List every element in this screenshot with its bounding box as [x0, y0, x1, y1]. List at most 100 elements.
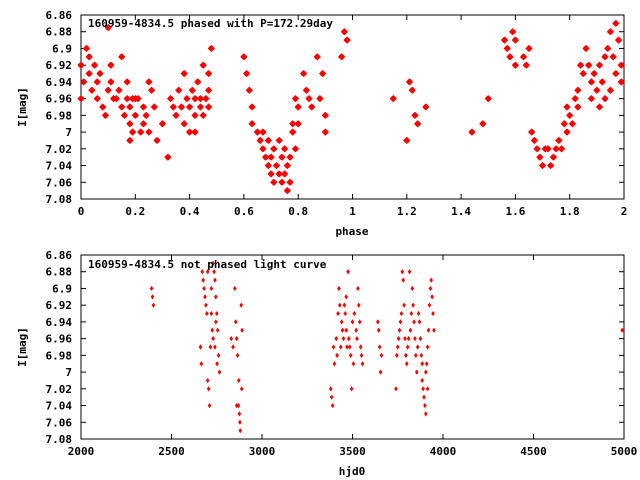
phased-data-point [118, 103, 126, 111]
phased-y-tick-label: 7.06 [46, 176, 73, 189]
raw-data-point [338, 302, 342, 308]
phased-data-point [566, 111, 574, 119]
phased-data-point [598, 78, 606, 86]
raw-data-point [420, 361, 425, 367]
phased-data-point [468, 128, 476, 136]
phased-data-point [343, 36, 351, 44]
raw-data-point [379, 352, 384, 358]
phased-data-point [139, 103, 148, 111]
phased-data-point [509, 28, 517, 36]
raw-data-point [149, 285, 154, 292]
phased-data-point [264, 161, 272, 170]
phased-data-point [123, 78, 131, 86]
phased-data-point [259, 128, 267, 136]
raw-data-point [414, 369, 419, 375]
phased-data-point [275, 170, 283, 178]
phased-data-point [253, 128, 262, 136]
phased-data-point [107, 78, 115, 86]
phased-data-point [264, 136, 272, 145]
phased-data-point [289, 128, 297, 136]
raw-data-point [329, 394, 334, 400]
phased-data-point [582, 44, 590, 53]
phased-y-tick-label: 7.02 [46, 143, 73, 156]
raw-y-tick-label: 6.92 [46, 299, 73, 312]
phased-data-point [405, 78, 414, 86]
phased-data-point [180, 69, 188, 78]
phased-y-tick-label: 6.92 [46, 59, 73, 72]
raw-data-point [396, 336, 401, 342]
phased-data-point [571, 95, 579, 103]
raw-y-tick-label: 7.04 [46, 400, 73, 413]
raw-data-point [334, 336, 339, 342]
phased-data-point [134, 95, 142, 103]
raw-data-point [355, 336, 359, 342]
raw-data-point [350, 319, 355, 325]
phased-data-point [243, 69, 251, 78]
phased-data-points [77, 19, 625, 195]
raw-data-point [407, 269, 412, 275]
phased-data-point [511, 36, 519, 44]
phased-x-ticks: 0 0.2 0.4 0.6 0.8 1 1.2 1.4 1.6 1.8 2 [78, 15, 627, 218]
phased-data-point [547, 161, 555, 170]
raw-data-point [204, 302, 208, 308]
raw-y-axis-label: I[mag] [16, 327, 29, 367]
phased-data-point [150, 103, 158, 111]
phased-data-point [340, 28, 348, 36]
phased-data-point [538, 161, 547, 170]
phased-data-point [414, 120, 422, 128]
raw-data-point [404, 352, 408, 358]
raw-data-point [395, 352, 399, 358]
raw-y-tick-label: 7.06 [46, 416, 73, 429]
raw-data-point [238, 419, 242, 425]
phased-y-tick-label: 7 [65, 126, 72, 139]
raw-data-point [406, 336, 411, 342]
phased-data-point [131, 111, 139, 119]
raw-data-point [210, 327, 215, 333]
phased-light-curve-panel: 0 0.2 0.4 0.6 0.8 1 1.2 1.4 1.6 1.8 2 6.866.886.96… [16, 9, 627, 238]
phased-data-point [302, 86, 310, 94]
phased-data-point [593, 86, 601, 94]
phased-data-point [321, 111, 329, 119]
phased-data-point [503, 44, 511, 53]
phased-data-point [519, 53, 528, 61]
phased-data-point [120, 111, 129, 119]
raw-data-point [358, 344, 363, 350]
phased-data-point [544, 145, 552, 153]
raw-data-point [332, 361, 337, 367]
phased-data-point [180, 120, 188, 128]
phased-data-point [270, 178, 278, 186]
phased-data-point [169, 103, 177, 111]
raw-x-axis-label: hjd0 [339, 465, 366, 478]
phased-data-point [286, 178, 294, 186]
raw-y-tick-label: 6.9 [52, 282, 72, 295]
phased-data-point [484, 95, 492, 103]
phased-data-point [183, 95, 191, 103]
phased-data-point [147, 86, 156, 94]
raw-y-tick-label: 6.98 [46, 349, 73, 362]
raw-data-point [405, 344, 410, 350]
phased-data-point [536, 153, 544, 161]
raw-data-point [200, 269, 205, 275]
raw-data-point [237, 377, 241, 384]
phased-data-point [316, 95, 324, 103]
raw-data-point [427, 302, 432, 308]
phased-data-point [77, 61, 85, 69]
phased-data-point [595, 103, 604, 111]
phased-data-point [96, 69, 104, 78]
phased-x-tick-label: 0.6 [234, 205, 254, 218]
phased-data-point [587, 95, 596, 103]
phased-data-point [259, 145, 267, 153]
phased-data-point [511, 61, 519, 69]
phased-data-point [194, 78, 202, 86]
phased-x-tick-label: 0.8 [288, 205, 308, 218]
raw-data-point [359, 352, 364, 358]
phased-data-point [177, 103, 186, 111]
phased-data-point [191, 128, 199, 136]
raw-data-point [432, 327, 436, 333]
phased-data-point [555, 136, 563, 145]
phased-data-point [207, 44, 215, 53]
phased-data-point [88, 86, 96, 94]
raw-data-point [202, 285, 206, 292]
raw-data-point [421, 386, 425, 392]
raw-x-tick-label: 3000 [249, 445, 276, 458]
